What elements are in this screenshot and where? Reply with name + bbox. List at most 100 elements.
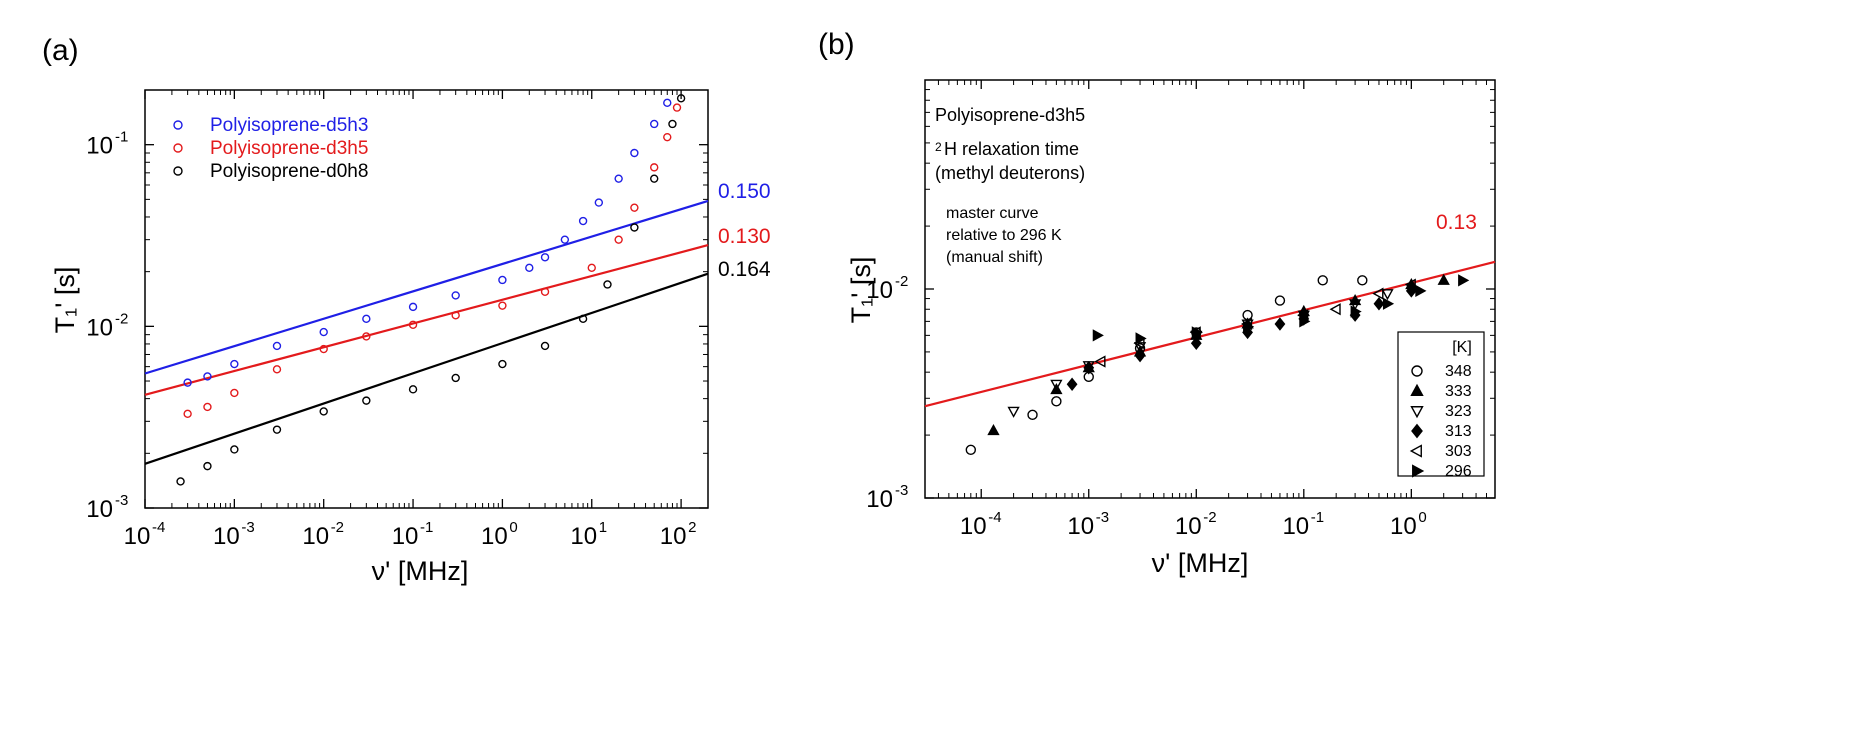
data-point-296 [1243,320,1255,333]
x-tick-label: 10 [124,523,151,550]
y-tick-label: 10 [86,133,113,160]
data-point-296 [1458,274,1470,287]
y-tick-exponent: -3 [115,492,128,509]
x-tick-exponent: -2 [331,519,344,536]
legend-marker-303 [1409,444,1422,458]
data-point-296 [1191,326,1203,339]
y-tick-label: 10 [866,277,893,304]
plot-a-points [176,94,686,486]
plot-a-x-ticks: 10 -4 10 -3 10 -2 10 -1 10 0 10 1 10 2 [124,90,696,550]
plot-b-line3: (methyl deuterons) [935,163,1085,183]
data-point-323 [1050,379,1063,391]
data-point-polyisoprene-d0h8 [272,425,282,434]
data-point-polyisoprene-d3h5 [362,332,371,341]
data-point-polyisoprene-d5h3 [614,174,623,183]
data-point-polyisoprene-d3h5 [650,163,659,172]
legend-label-296: 296 [1445,463,1472,480]
x-tick-exponent: -1 [420,519,433,536]
data-point-303 [1329,303,1341,316]
legend-marker-323 [1410,406,1424,419]
data-point-polyisoprene-d5h3 [362,314,371,324]
data-point-313 [1066,377,1078,392]
data-point-296 [1350,305,1362,318]
data-point-polyisoprene-d3h5 [451,311,460,320]
data-point-323 [1348,299,1362,311]
data-point-polyisoprene-d5h3 [540,253,550,262]
data-point-polyisoprene-d5h3 [630,148,639,158]
x-tick-label: 10 [570,523,597,550]
plot-b-x-axis-title: ν' [MHz] [1152,548,1249,578]
data-point-348 [1051,396,1062,407]
plot-b-y-axis-title: T₁' [s] [846,257,876,324]
plot-b-y-ticks: 10-310-2 [866,89,1495,513]
data-point-polyisoprene-d5h3 [663,98,672,108]
data-point-313 [1274,317,1286,331]
data-point-333 [1437,273,1450,285]
legend-marker-313 [1411,423,1423,439]
panel-a-label: (a) [42,34,79,67]
plot-b-sample-name: Polyisoprene-d3h5 [935,105,1085,125]
x-tick-label: 10 [1067,513,1094,540]
slope-label: 0.150 [718,180,771,203]
plot-b-legend: [K] 348 333 323 313 303 296 [1397,331,1485,480]
plot-b-master-1: master curve [946,205,1039,222]
y-tick-label: 10 [86,314,113,341]
data-point-polyisoprene-d3h5 [230,388,239,398]
plot-b-fit-line: 0.13 [924,211,1496,408]
data-point-348 [1357,275,1368,286]
data-point-polyisoprene-d0h8 [362,396,371,405]
legend-label-303: 303 [1445,443,1472,460]
data-point-polyisoprene-d0h8 [451,373,460,383]
plot-b-master-2: relative to 296 K [946,227,1062,244]
x-tick-label: 10 [1175,513,1202,540]
plot-b-annotations: Polyisoprene-d3h5 2 H relaxation time (m… [935,105,1085,266]
data-point-polyisoprene-d0h8 [230,445,239,454]
x-tick-label: 10 [1390,513,1417,540]
data-point-polyisoprene-d3h5 [408,320,418,329]
plot-a-x-axis-title: ν' [MHz] [372,556,469,586]
data-point-polyisoprene-d0h8 [319,407,328,416]
data-point-333 [987,424,1000,436]
data-point-polyisoprene-d0h8 [176,477,185,486]
plot-a-frame [144,89,709,509]
fit-line-polyisoprene-d0h8 [144,272,709,465]
legend-label-polyisoprene-d0h8: Polyisoprene-d0h8 [210,161,368,182]
data-point-polyisoprene-d0h8 [578,314,588,324]
y-tick-exponent: -3 [895,482,908,499]
plot-b-master-3: (manual shift) [946,249,1043,266]
data-point-polyisoprene-d5h3 [272,341,282,351]
data-point-296 [1135,332,1147,345]
plot-a-y-ticks: 10-310-210-1 [86,129,708,523]
legend-marker-348 [1411,365,1423,377]
plot-a-legend: Polyisoprene-d5h3Polyisoprene-d3h5Polyis… [173,115,368,182]
legend-title: [K] [1452,339,1472,356]
data-point-polyisoprene-d3h5 [183,409,192,419]
x-tick-exponent: 2 [688,519,696,536]
plot-b-line2-sup: 2 [935,140,942,154]
fit-line-polyisoprene-d3h5 [144,244,709,396]
slope-label: 0.13 [1436,211,1477,234]
data-point-polyisoprene-d0h8 [498,359,507,369]
data-point-313 [1083,360,1095,375]
plot-b-x-ticks: 10 -4 10 -3 10 -2 10 -1 10 0 [924,80,1487,540]
x-tick-exponent: -4 [152,519,165,536]
legend-label-348: 348 [1445,363,1472,380]
data-point-323 [1007,406,1020,418]
slope-label: 0.130 [718,225,771,248]
x-tick-exponent: -3 [1096,509,1109,526]
data-point-303 [1404,278,1416,291]
data-point-348 [965,444,977,456]
slope-label: 0.164 [718,258,771,281]
data-point-313 [1190,336,1202,351]
data-point-296 [1415,284,1427,297]
legend-label-polyisoprene-d5h3: Polyisoprene-d5h3 [210,115,368,136]
data-point-polyisoprene-d0h8 [603,280,612,289]
data-point-296 [1092,329,1104,342]
fit-line-polyisoprene-d5h3 [144,199,709,375]
data-point-polyisoprene-d5h3 [578,216,588,226]
y-tick-label: 10 [86,496,113,523]
data-point-polyisoprene-d5h3 [408,302,418,312]
data-point-348 [1317,275,1328,286]
x-tick-label: 10 [1282,513,1309,540]
